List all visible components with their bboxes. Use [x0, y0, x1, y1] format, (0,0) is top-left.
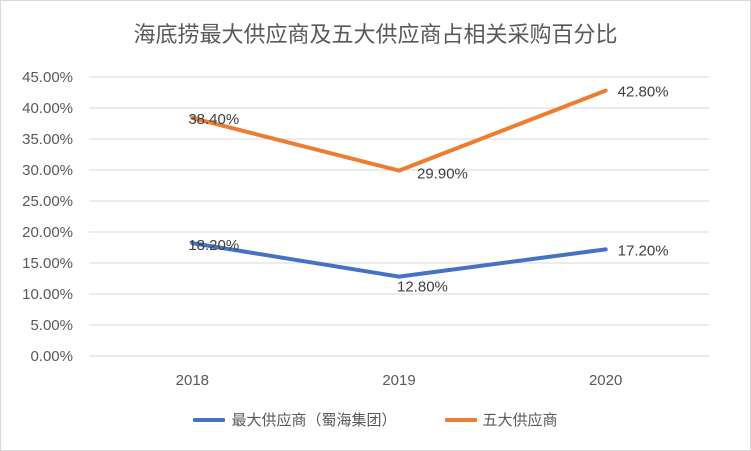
legend-label-largest-supplier: 最大供应商（蜀海集团） — [231, 411, 397, 429]
y-tick-label: 10.00% — [22, 286, 73, 303]
y-tick-label: 20.00% — [22, 224, 73, 241]
x-tick-label: 2018 — [176, 372, 209, 389]
y-tick-label: 15.00% — [22, 255, 73, 272]
legend-item-top-five-suppliers[interactable]: 五大供应商 — [444, 409, 558, 430]
series-line — [190, 241, 608, 279]
y-tick-label: 30.00% — [22, 162, 73, 179]
y-tick-label: 25.00% — [22, 193, 73, 210]
y-tick-label: 45.00% — [22, 69, 73, 86]
gridlines — [89, 76, 709, 357]
y-tick-label: 5.00% — [30, 317, 73, 334]
chart-title: 海底捞最大供应商及五大供应商占相关采购百分比 — [133, 23, 618, 48]
legend-swatch-top-five-suppliers — [444, 417, 477, 422]
legend-item-largest-supplier[interactable]: 最大供应商（蜀海集团） — [193, 409, 397, 430]
y-axis-ticks: 0.00% 5.00% 10.00% 15.00% 20.00% 25.00% 30.00%… — [22, 69, 73, 365]
x-axis-ticks: 2018 2019 2020 — [176, 372, 623, 389]
legend-swatch-largest-supplier — [193, 417, 226, 422]
x-tick-label: 2019 — [382, 372, 415, 389]
data-label: 18.20% — [188, 237, 239, 254]
y-tick-label: 0.00% — [30, 348, 73, 365]
data-label: 42.80% — [618, 84, 669, 101]
series-lines — [190, 88, 608, 279]
data-label: 38.40% — [188, 111, 239, 128]
data-label: 29.90% — [417, 166, 468, 183]
legend-label-top-five-suppliers: 五大供应商 — [482, 411, 558, 429]
x-tick-label: 2020 — [589, 372, 622, 389]
data-label: 12.80% — [397, 279, 448, 296]
data-labels: 18.20% 12.80% 17.20% 38.40% 29.90% 42.80% — [188, 84, 668, 296]
series-line — [190, 88, 608, 173]
y-tick-label: 35.00% — [22, 131, 73, 148]
y-tick-label: 40.00% — [22, 100, 73, 117]
data-label: 17.20% — [618, 242, 669, 259]
legend: 最大供应商（蜀海集团） 五大供应商 — [1, 409, 750, 430]
